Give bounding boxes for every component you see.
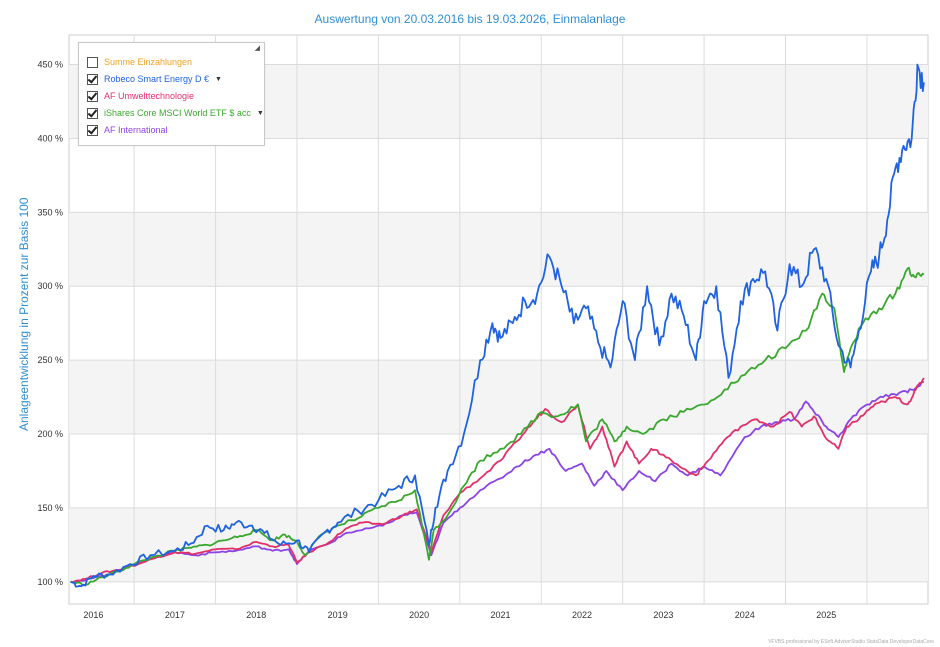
band [69,360,928,435]
x-tick-label: 2025 [816,610,836,620]
legend-item-summe-einzahlungen[interactable]: Summe Einzahlungen [87,55,192,69]
x-tick-label: 2023 [653,610,673,620]
legend-checkbox[interactable] [87,56,98,68]
legend-label: Summe Einzahlungen [104,57,193,67]
legend-item-af-international[interactable]: AF International [87,123,168,137]
y-tick-label: 200 % [37,429,63,439]
legend-checkbox[interactable] [87,124,98,136]
legend-label: AF Umwelttechnologie [104,91,195,101]
legend: ◢ Summe Einzahlungen Robeco Smart Energy… [78,42,265,146]
series-line-af-international [70,380,925,584]
legend-checkbox[interactable] [87,73,98,85]
series-line-robeco-smart-energy-d- [70,63,925,588]
x-tick-label: 2021 [491,610,511,620]
dropdown-arrow-icon[interactable]: ▼ [215,75,222,83]
dropdown-arrow-icon[interactable]: ▼ [256,109,264,117]
band [69,212,928,287]
y-tick-label: 450 % [37,60,63,70]
legend-checkbox[interactable] [87,90,98,102]
y-tick-label: 100 % [37,577,63,587]
y-tick-label: 400 % [37,133,63,143]
y-tick-labels: 100 % 150 % 200 % 250 % 300 % 350 % 400 % 450 % [37,60,63,587]
x-tick-label: 2024 [735,610,755,620]
legend-label: AF International [104,125,168,135]
band [69,507,928,582]
legend-item-robeco-smart-energy[interactable]: Robeco Smart Energy D € ▼ [87,72,222,86]
legend-item-af-umwelttechnologie[interactable]: AF Umwelttechnologie [87,89,194,103]
background-bands [68,34,929,605]
y-tick-label: 350 % [37,207,63,217]
x-tick-label: 2018 [246,610,266,620]
series-lines [70,63,925,588]
y-tick-label: 300 % [37,281,63,291]
footer-credit: VFVBS professional by ESoft AdvisorStudi… [768,639,934,645]
legend-checkbox[interactable] [87,107,98,119]
x-tick-label: 2022 [572,610,592,620]
y-tick-label: 150 % [37,503,63,513]
series-line-ishares-core-msci-world-etf-acc [70,266,925,587]
x-tick-labels: 2016 2017 2018 2019 2020 2021 2022 2023 2024 2025 [83,610,836,620]
legend-item-ishares-core-msci-world[interactable]: iShares Core MSCI World ETF $ acc ▼ [87,106,264,120]
y-tick-label: 250 % [37,355,63,365]
x-tick-label: 2020 [409,610,429,620]
legend-label: Robeco Smart Energy D € [104,74,210,84]
x-tick-label: 2019 [328,610,348,620]
legend-label: iShares Core MSCI World ETF $ acc [104,108,251,118]
x-tick-label: 2016 [83,610,103,620]
x-tick-label: 2017 [165,610,185,620]
legend-resize-icon[interactable]: ◢ [254,45,260,52]
chart-title: Auswertung von 20.03.2016 bis 19.03.2026… [314,12,626,26]
